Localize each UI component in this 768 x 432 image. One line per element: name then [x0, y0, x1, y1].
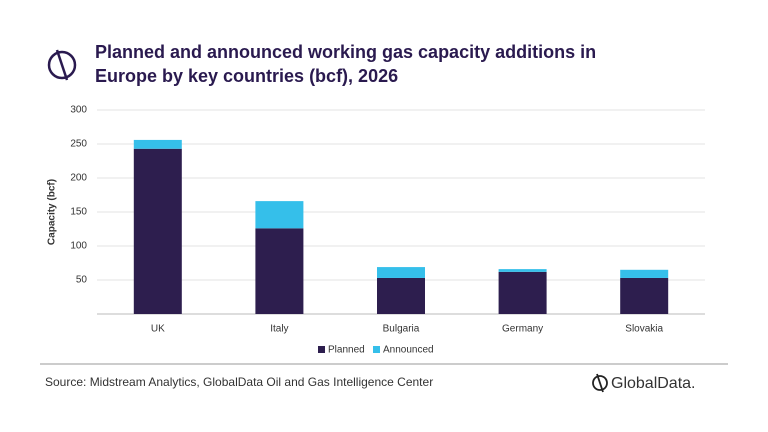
y-tick-label: 250: [70, 139, 87, 150]
y-tick-label: 200: [70, 173, 87, 184]
y-tick-label: 150: [70, 207, 87, 218]
x-tick-label: UK: [151, 324, 165, 335]
x-tick-label: Bulgaria: [383, 324, 420, 335]
bar-segment: [377, 277, 425, 314]
title-icon: [47, 49, 77, 81]
bar-segment: [377, 267, 425, 278]
y-tick-label: 50: [76, 275, 88, 286]
x-tick-label: Germany: [502, 324, 543, 335]
chart-title: Planned and announced working gas capaci…: [95, 42, 596, 62]
bar-segment: [133, 139, 182, 149]
y-axis-label: Capacity (bcf): [47, 179, 58, 245]
bar-segment: [255, 201, 304, 229]
bar-segment: [620, 277, 669, 314]
source: Source: Midstream Analytics, GlobalData …: [45, 375, 433, 389]
x-tick-label: Italy: [270, 324, 288, 335]
bar-segment: [620, 269, 669, 278]
y-tick-label: 300: [70, 105, 87, 116]
legend-label: Planned: [328, 345, 365, 356]
chart-title: Europe by key countries (bcf), 2026: [95, 66, 398, 86]
bar-segment: [255, 228, 304, 314]
brand: GlobalData.: [611, 375, 696, 392]
bar-segment: [498, 269, 547, 272]
legend-swatch: [373, 346, 380, 353]
legend-label: Announced: [383, 345, 434, 356]
y-tick-label: 100: [70, 241, 87, 252]
x-tick-label: Slovakia: [625, 324, 663, 335]
legend-swatch: [318, 346, 325, 353]
bar-segment: [498, 271, 547, 314]
brand-icon: [592, 373, 608, 393]
bar-segment: [133, 148, 182, 314]
